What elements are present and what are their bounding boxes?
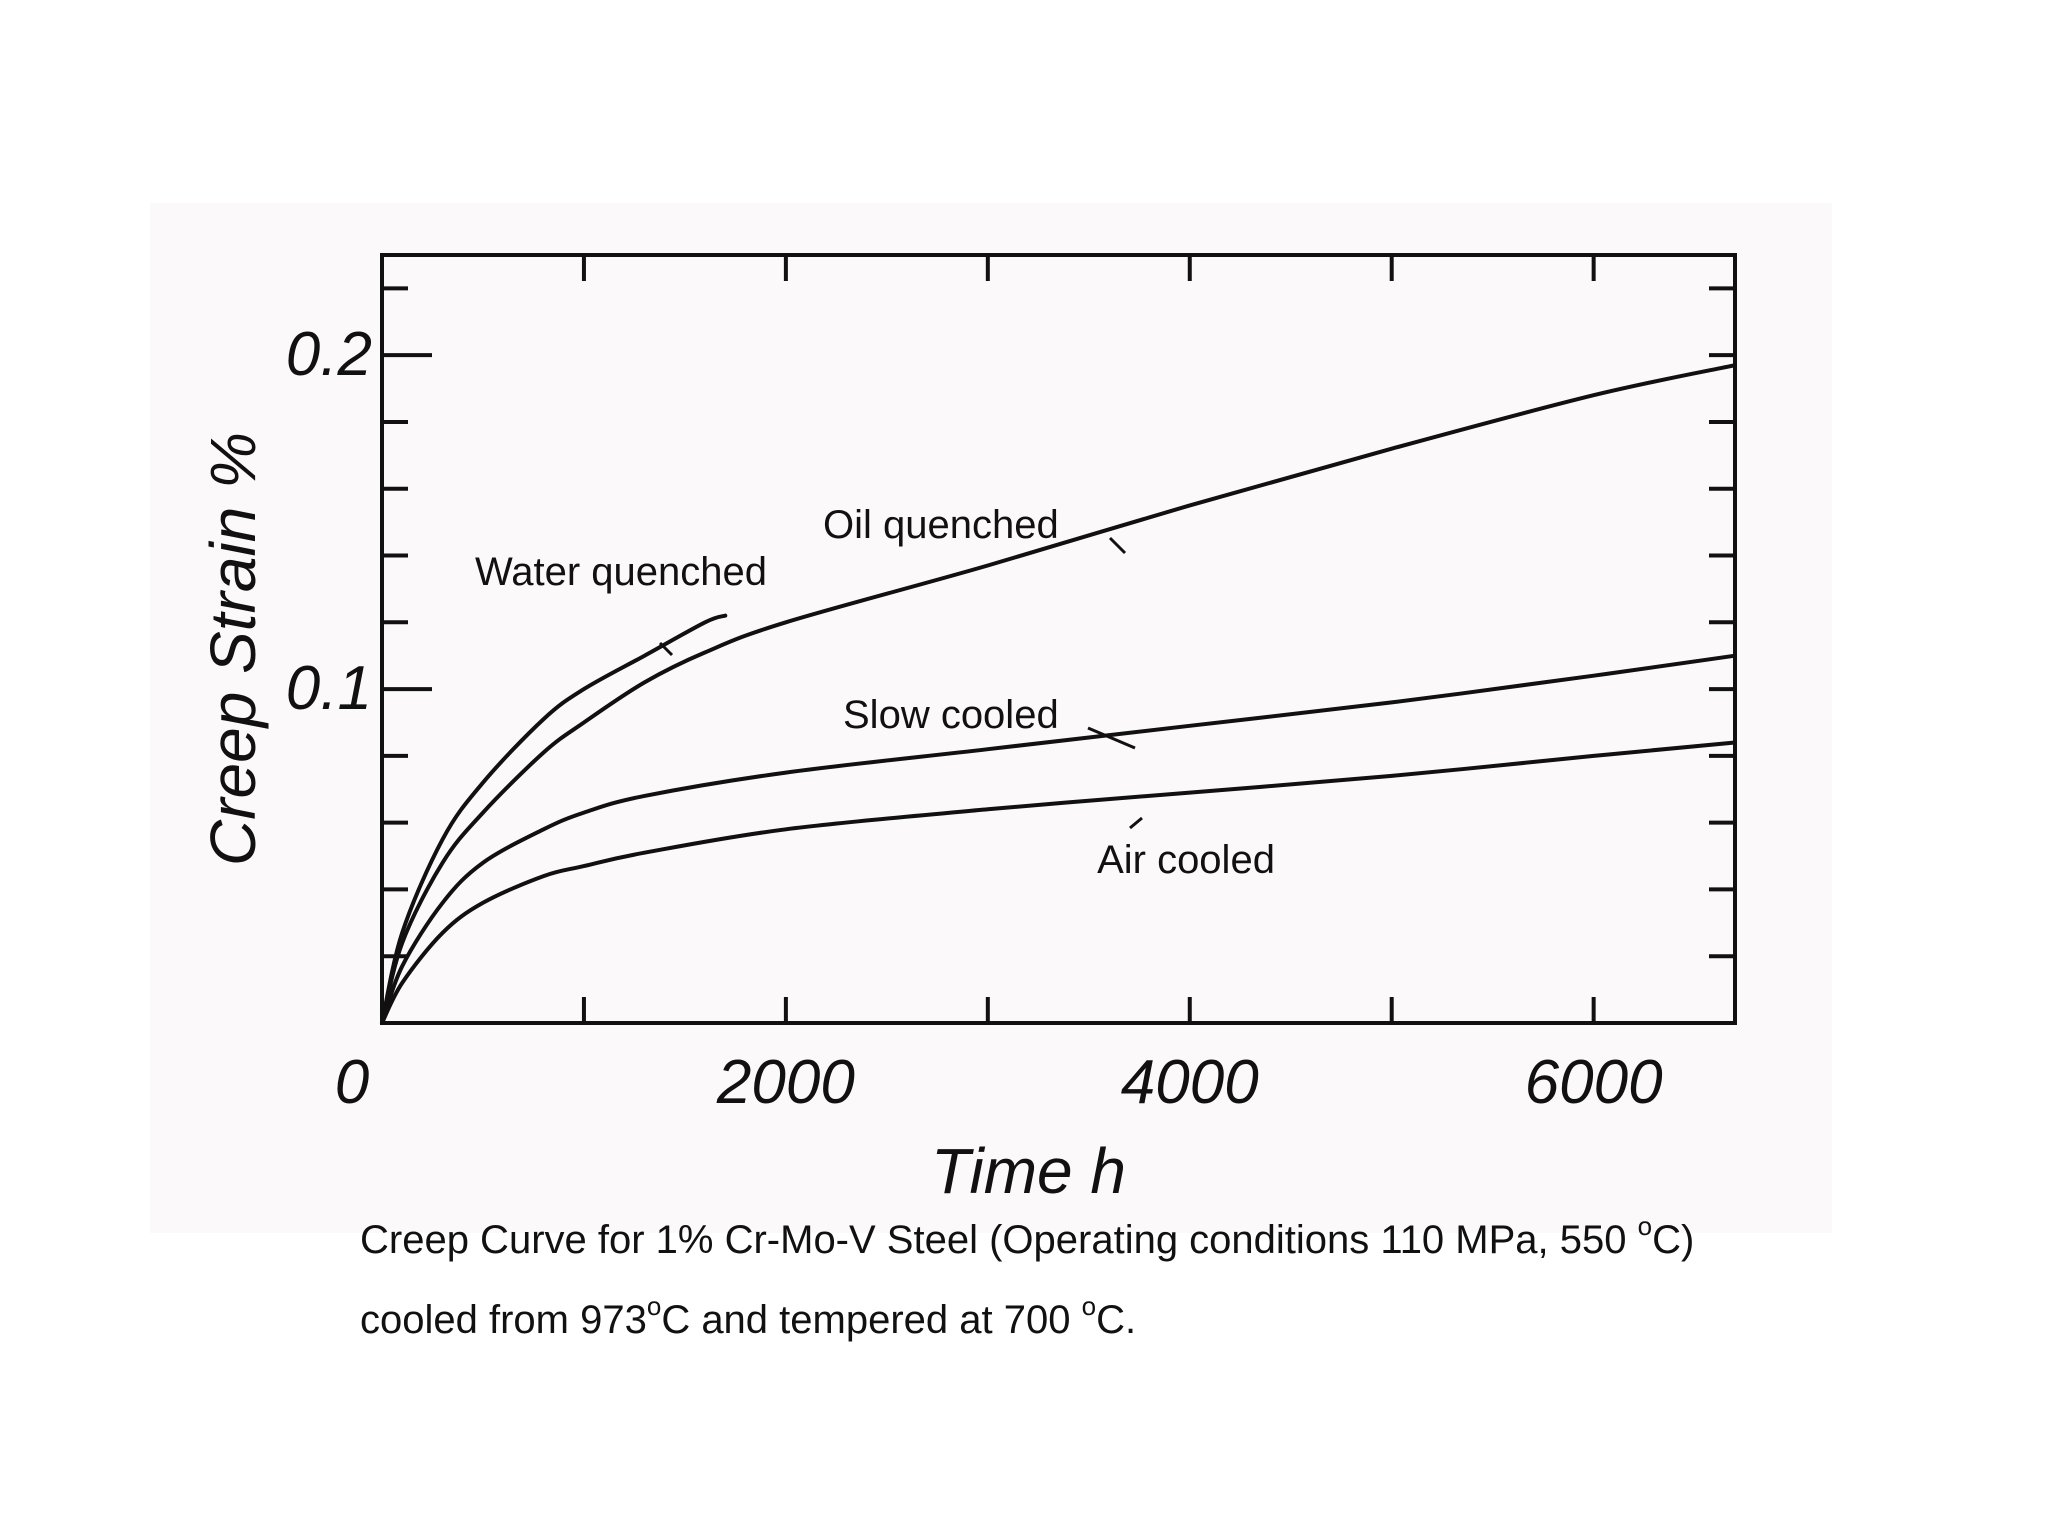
caption-line-1-end: C) (1652, 1218, 1695, 1262)
series-line-air-cooled (380, 740, 1737, 1025)
creep-chart: 0 2000 4000 6000 0.1 0.2 Time h Creep Strain % W… (197, 253, 1737, 1207)
y-tick-label: 0.2 (286, 320, 372, 389)
series-line-water-quenched (380, 613, 728, 1025)
series-line-oil-quenched (380, 363, 1737, 1025)
caption-line-1: Creep Curve for 1% Cr-Mo-V Steel (Operat… (360, 1200, 1960, 1280)
caption-line-2-mid: C and tempered at 700 (661, 1298, 1082, 1342)
x-tick-label: 4000 (1121, 1048, 1259, 1117)
caption-line-1-text: Creep Curve for 1% Cr-Mo-V Steel (Operat… (360, 1218, 1638, 1262)
x-axis-title: Time h (931, 1135, 1126, 1207)
series-label-water-quenched: Water quenched (475, 550, 767, 594)
series-label-slow-cooled: Slow cooled (843, 693, 1059, 737)
plot-frame (380, 253, 1737, 1025)
x-tick-label: 2000 (716, 1048, 855, 1117)
caption-degree-mark-2: o (646, 1291, 662, 1321)
caption-line-2-text: cooled from 973 (360, 1298, 647, 1342)
y-axis-title: Creep Strain % (197, 432, 269, 866)
leader-line-slow-cooled (1087, 726, 1136, 750)
chart-panel: 0 2000 4000 6000 0.1 0.2 Time h Creep Strain % W… (150, 203, 1832, 1233)
caption-degree-mark-3: o (1081, 1291, 1097, 1321)
x-tick-label: 0 (335, 1048, 369, 1117)
leader-line-air-cooled (1129, 816, 1143, 830)
caption-degree-mark-1: o (1637, 1211, 1653, 1241)
series-label-air-cooled: Air cooled (1097, 838, 1275, 882)
series-line-slow-cooled (380, 653, 1737, 1025)
series-label-oil-quenched: Oil quenched (823, 503, 1059, 547)
y-tick-label: 0.1 (286, 654, 372, 723)
leader-line-water-quenched (658, 641, 674, 657)
x-tick-label: 6000 (1525, 1048, 1663, 1117)
leader-line-oil-quenched (1108, 536, 1127, 555)
caption-line-2: cooled from 973oC and tempered at 700 oC… (360, 1280, 1960, 1360)
figure-caption: Creep Curve for 1% Cr-Mo-V Steel (Operat… (360, 1200, 1960, 1360)
caption-line-2-end: C. (1096, 1298, 1137, 1342)
